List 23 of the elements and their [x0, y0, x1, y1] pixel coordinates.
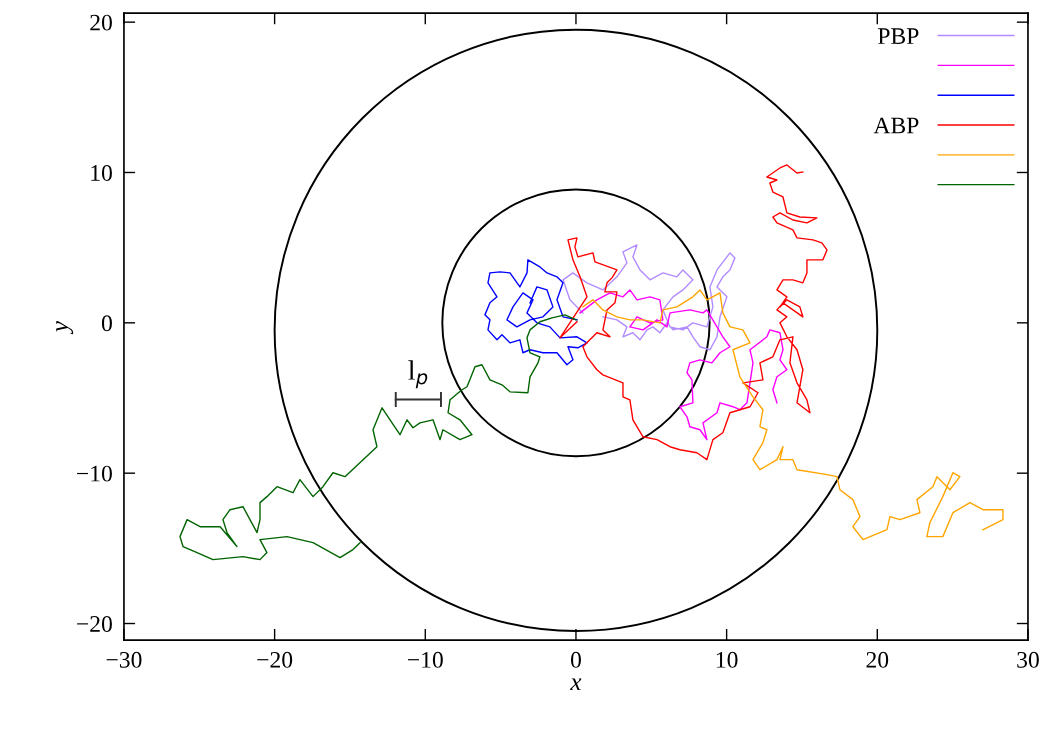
x-tick-label: 20: [866, 651, 889, 668]
x-tick-label: −30: [106, 651, 142, 668]
legend-label: PBP: [878, 28, 919, 44]
line-series: [582, 289, 1004, 541]
line-series: [559, 164, 828, 461]
y-axis-title: y: [56, 321, 74, 335]
x-tick-label: 30: [1017, 651, 1039, 668]
x-tick-label: 0: [570, 651, 581, 668]
line-series: [179, 314, 577, 561]
y-tick-label: 0: [101, 315, 112, 332]
y-tick-label: −10: [77, 465, 112, 482]
line-series: [562, 244, 736, 351]
line-series: [579, 289, 788, 441]
x-tick-label: −20: [257, 651, 293, 668]
x-axis-title: x: [570, 678, 582, 690]
y-tick-label: 20: [90, 14, 112, 31]
x-tick-label: 10: [716, 651, 738, 668]
line-series: [484, 259, 588, 366]
annotation: l$_{p}$: [408, 360, 428, 389]
legend-label: ABP: [873, 117, 919, 134]
x-tick-label: −10: [408, 651, 443, 668]
y-tick-label: 10: [91, 164, 112, 181]
y-tick-label: −20: [77, 616, 112, 632]
